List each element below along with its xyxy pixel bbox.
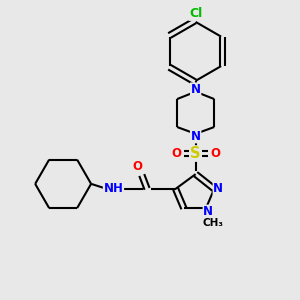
Text: O: O	[132, 160, 142, 173]
Text: N: N	[213, 182, 223, 195]
Text: CH₃: CH₃	[203, 218, 224, 228]
Text: Cl: Cl	[189, 7, 202, 20]
Text: O: O	[171, 147, 181, 160]
Text: S: S	[190, 146, 201, 161]
Text: N: N	[203, 205, 213, 218]
Text: NH: NH	[103, 182, 123, 195]
Text: O: O	[210, 147, 220, 160]
Text: N: N	[190, 83, 201, 96]
Text: N: N	[190, 130, 201, 143]
